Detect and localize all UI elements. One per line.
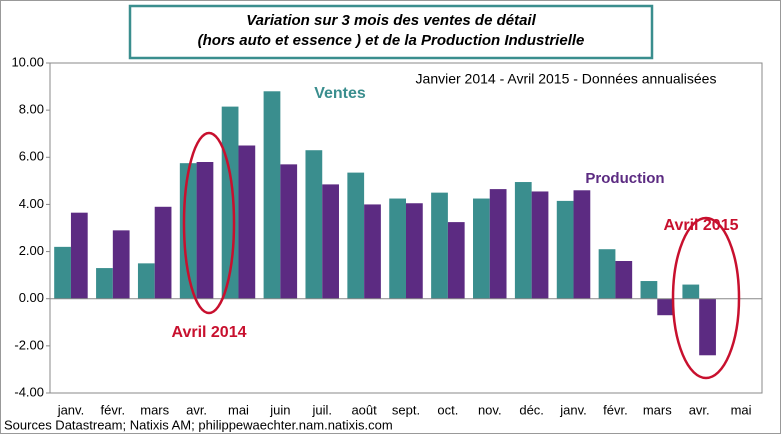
- x-tick-label: déc.: [519, 402, 544, 417]
- x-tick-label: janv.: [559, 402, 587, 417]
- x-tick-label: mai: [731, 402, 752, 417]
- y-tick-label: 4.00: [19, 196, 44, 211]
- annotation: Avril 2015: [663, 217, 738, 234]
- bar: [531, 191, 549, 299]
- x-tick-label: févr.: [603, 402, 628, 417]
- bar: [573, 190, 591, 299]
- y-tick-label: 8.00: [19, 102, 44, 117]
- x-tick-label: sept.: [392, 402, 420, 417]
- bar: [112, 230, 130, 299]
- x-tick-label: mars: [643, 402, 672, 417]
- bar: [196, 162, 214, 299]
- highlight-ellipse: [671, 216, 741, 380]
- bar: [54, 246, 71, 299]
- bar: [322, 184, 339, 299]
- bar: [489, 189, 507, 299]
- bar: [263, 91, 281, 299]
- x-tick-label: août: [351, 402, 377, 417]
- series-label: Ventes: [314, 85, 366, 102]
- bar: [137, 263, 155, 299]
- chart-title: Variation sur 3 mois des ventes de détai…: [246, 12, 536, 29]
- source: Sources Datastream; Natixis AM; philippe…: [4, 417, 393, 432]
- bar: [238, 145, 256, 299]
- y-tick-label: 0.00: [19, 290, 44, 305]
- bar: [640, 281, 658, 299]
- bar: [473, 198, 490, 299]
- bar: [514, 182, 532, 299]
- bar: [657, 298, 675, 316]
- bar: [154, 206, 172, 299]
- annotation: Avril 2014: [171, 324, 246, 341]
- x-tick-label: nov.: [478, 402, 502, 417]
- bar: [447, 222, 465, 299]
- x-tick-label: oct.: [437, 402, 458, 417]
- bar: [556, 200, 574, 299]
- bar: [280, 164, 298, 299]
- bar: [682, 284, 700, 299]
- bar: [431, 192, 448, 299]
- bar: [347, 172, 365, 299]
- bar: [615, 261, 633, 299]
- x-tick-label: avr.: [186, 402, 207, 417]
- x-tick-label: janv.: [57, 402, 85, 417]
- y-tick-label: -2.00: [14, 337, 44, 352]
- bar: [389, 198, 406, 299]
- bar: [96, 268, 113, 299]
- y-tick-label: 6.00: [19, 149, 44, 164]
- bar: [305, 150, 323, 299]
- bar: [699, 298, 716, 356]
- bar: [70, 212, 88, 299]
- x-tick-label: juil.: [311, 402, 332, 417]
- x-tick-label: avr.: [689, 402, 710, 417]
- series-label: Production: [585, 170, 664, 187]
- x-tick-label: févr.: [101, 402, 126, 417]
- highlight-ellipse: [182, 131, 236, 315]
- bar: [598, 249, 616, 299]
- y-tick-label: 10.00: [11, 54, 44, 69]
- plot-area: [49, 62, 763, 394]
- title-box: [128, 4, 654, 60]
- chart-title: (hors auto et essence ) et de la Product…: [198, 32, 585, 49]
- plot: -4.00 -2.00 0.00 2.00 4.00 6.00 8.00 10.00 janv.…: [11, 54, 763, 417]
- bar: [364, 204, 381, 299]
- x-tick-label: mai: [228, 402, 249, 417]
- x-tick-label: juin: [269, 402, 290, 417]
- y-tick-label: -4.00: [14, 384, 44, 399]
- bar: [406, 203, 423, 299]
- y-tick-label: 2.00: [19, 243, 44, 258]
- chart-subtitle: Janvier 2014 - Avril 2015 - Données annu…: [416, 71, 717, 87]
- x-tick-label: mars: [140, 402, 169, 417]
